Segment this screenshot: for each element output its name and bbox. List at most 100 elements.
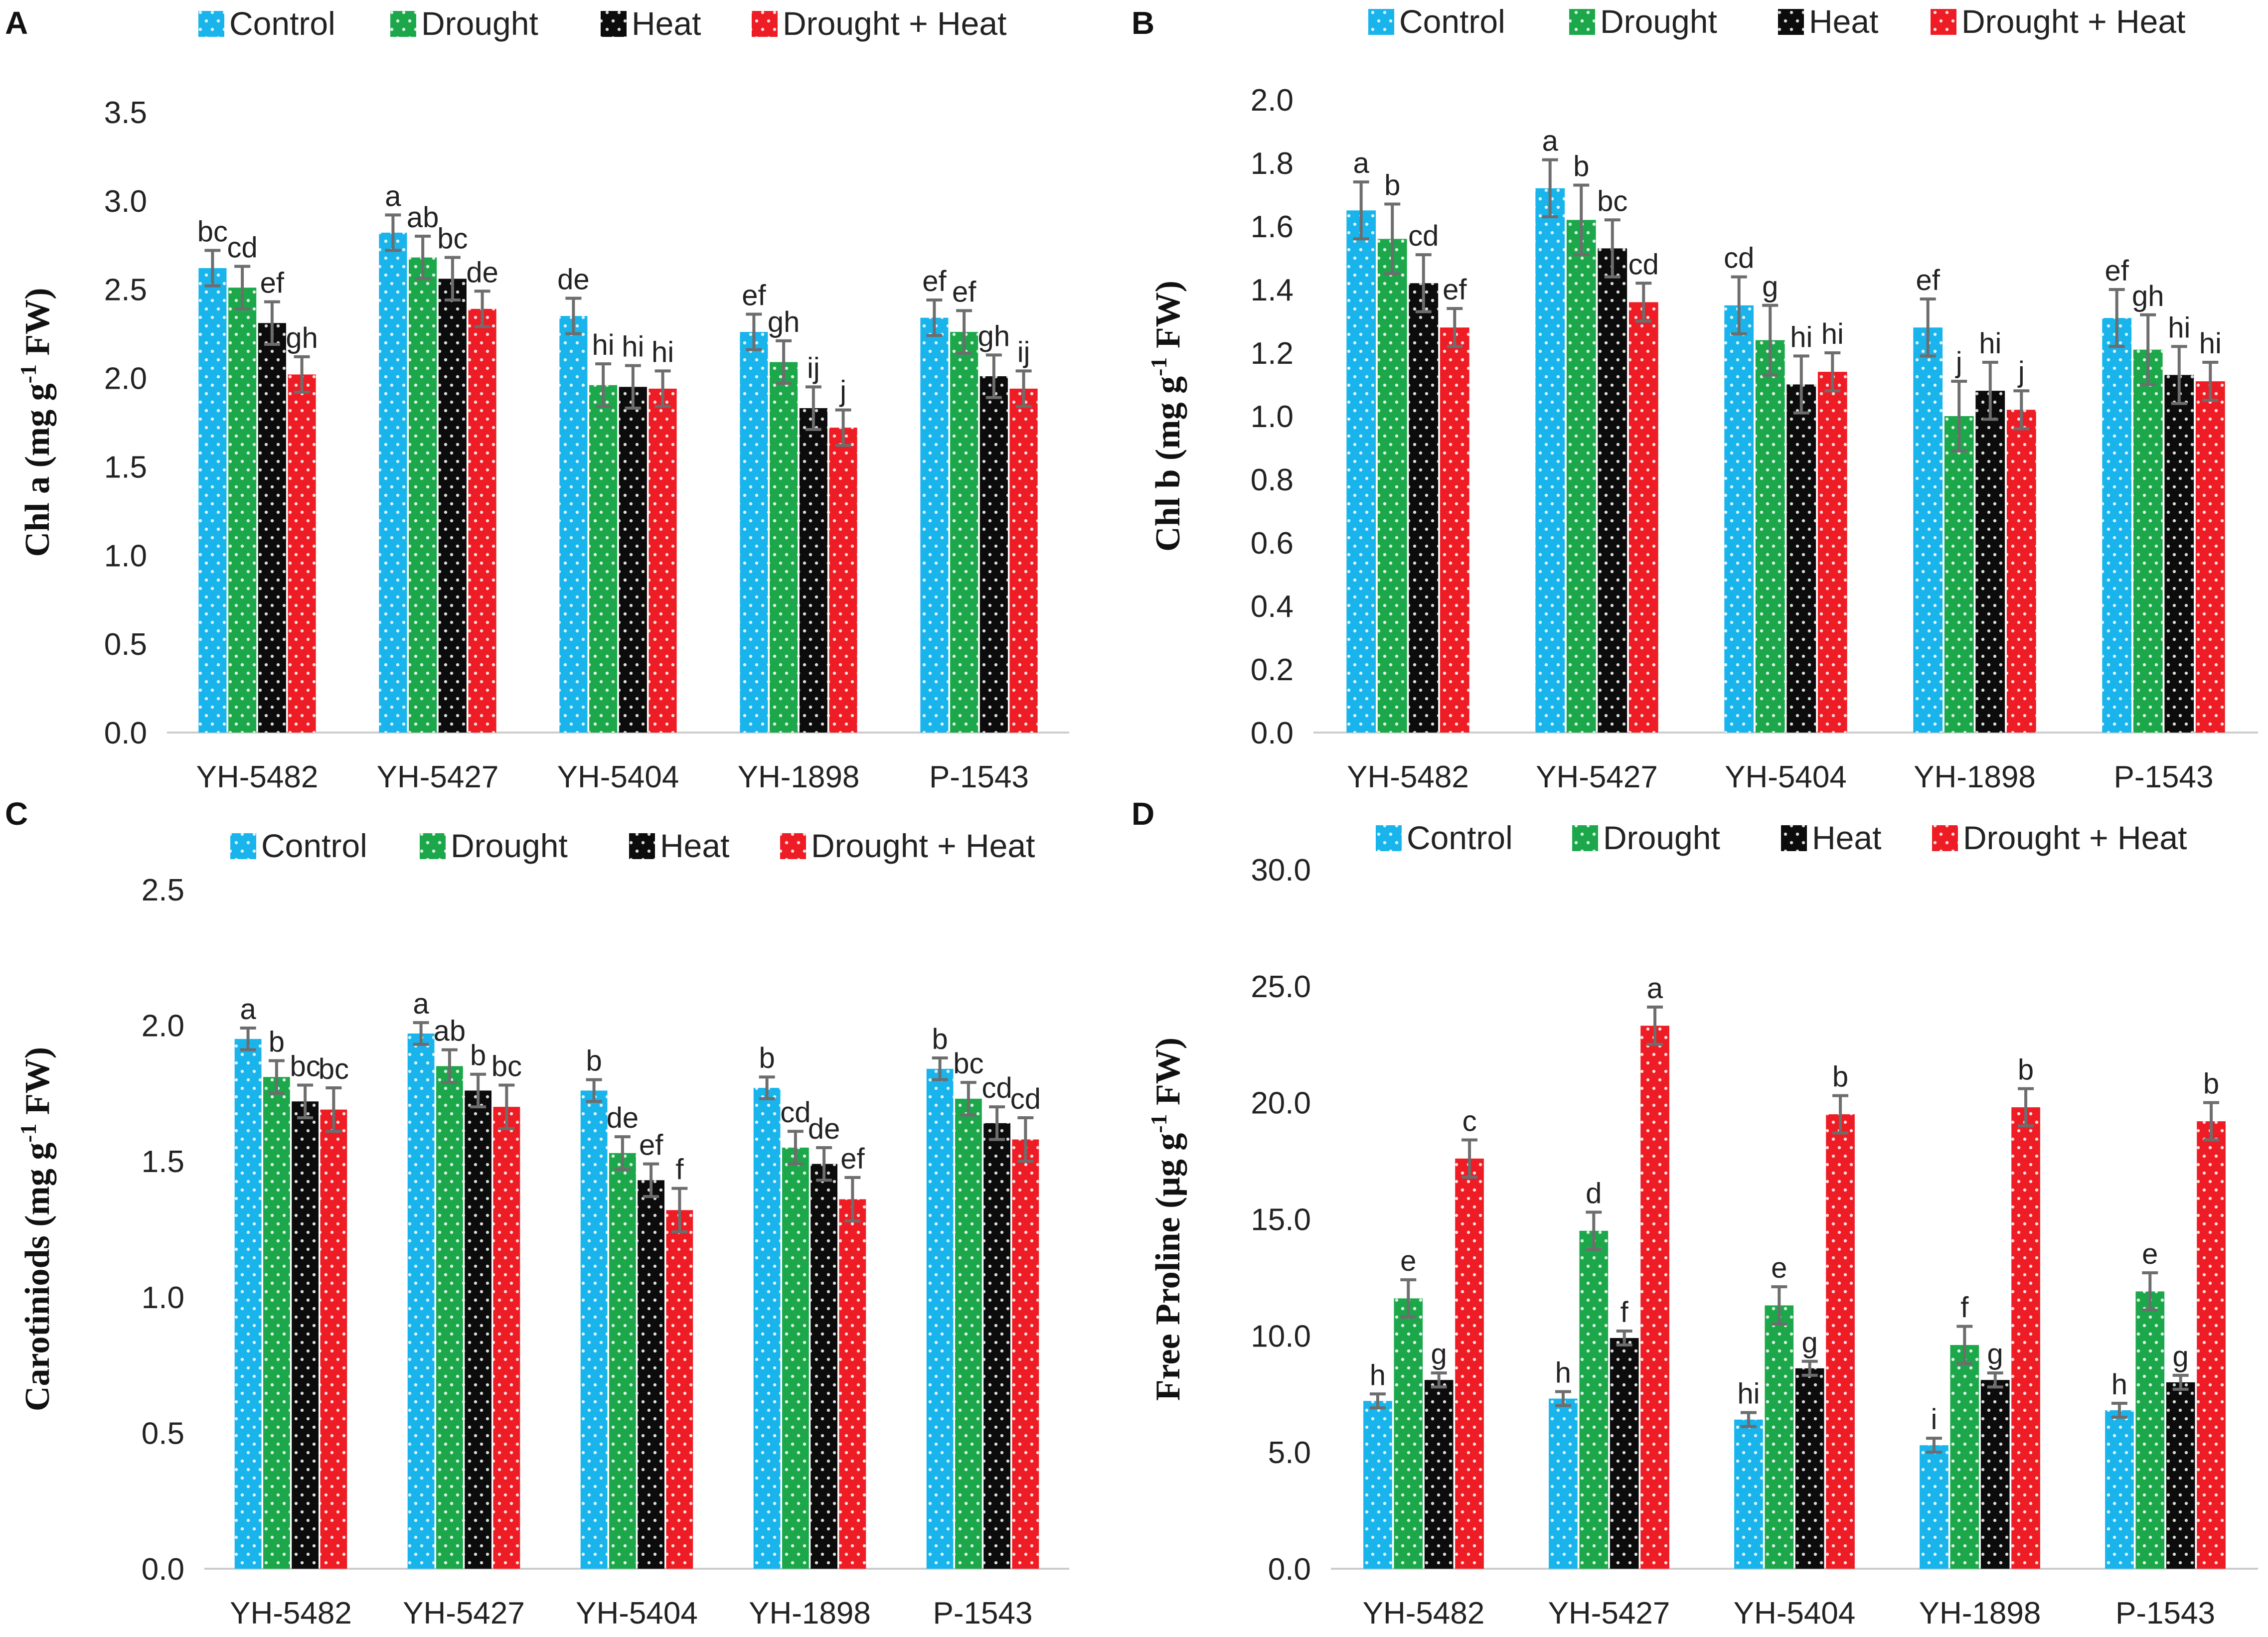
significance-label: a [240, 993, 256, 1026]
legend-item: Heat [629, 827, 729, 864]
x-category-label: YH-5427 [403, 1596, 525, 1631]
significance-label: gh [2132, 280, 2164, 312]
bar-pattern [1610, 1338, 1639, 1569]
significance-label: de [607, 1102, 639, 1134]
significance-label: gh [978, 320, 1010, 352]
y-tick-label: 1.5 [104, 450, 147, 484]
y-tick-label: 0.8 [1251, 463, 1294, 497]
significance-label: g [1762, 271, 1778, 303]
legend-item: Drought [390, 5, 538, 42]
legend-label: Control [1399, 3, 1505, 40]
significance-label: a [385, 180, 401, 212]
significance-label: hi [622, 331, 644, 363]
significance-label: j [1955, 346, 1962, 379]
legend-label: Control [261, 827, 367, 864]
significance-label: a [413, 988, 429, 1020]
y-tick-label: 2.0 [1251, 83, 1294, 118]
y-tick-label: 30.0 [1251, 853, 1311, 888]
significance-label: f [1620, 1296, 1629, 1329]
bar-pattern [1980, 1380, 2010, 1569]
bar-pattern [955, 1098, 982, 1569]
bar-pattern [2105, 1410, 2134, 1569]
x-category-label: YH-5404 [1734, 1596, 1856, 1631]
panel-letter: D [1132, 796, 1154, 832]
bar-pattern [465, 1090, 492, 1569]
significance-label: ij [1017, 336, 1030, 368]
bar-pattern [407, 1033, 435, 1569]
bar-pattern [1826, 1114, 1855, 1569]
bar-pattern [753, 1087, 781, 1569]
significance-label: ef [639, 1129, 663, 1162]
legend-swatch-pattern [1368, 9, 1394, 35]
bar-pattern [1535, 188, 1565, 733]
bar-pattern [1598, 248, 1627, 733]
x-category-label: YH-5404 [557, 760, 679, 794]
significance-label: h [2111, 1368, 2127, 1401]
significance-label: ef [922, 265, 947, 298]
bar-pattern [580, 1090, 608, 1569]
significance-label: a [1542, 125, 1559, 157]
x-category-label: YH-1898 [1914, 760, 2036, 794]
bar-pattern [1009, 388, 1038, 733]
significance-label: b [759, 1042, 775, 1074]
y-tick-label: 2.0 [142, 1009, 184, 1043]
bar-pattern [609, 1153, 636, 1569]
bar-pattern [1394, 1298, 1423, 1569]
x-category-label: YH-5427 [377, 760, 499, 794]
bar-pattern [740, 332, 768, 733]
bar-pattern [926, 1068, 954, 1569]
significance-label: j [839, 375, 846, 408]
significance-label: ij [807, 352, 820, 384]
bar-pattern [1549, 1398, 1578, 1569]
y-axis-label: Chl b (mg g-1 FW) [1146, 281, 1187, 552]
bar-pattern [648, 388, 677, 733]
significance-label: ef [260, 267, 285, 299]
bar-pattern [1913, 327, 1943, 733]
y-tick-label: 3.5 [104, 96, 147, 130]
legend-item: Drought + Heat [752, 5, 1006, 42]
legend-label: Drought + Heat [811, 827, 1035, 864]
legend-item: Heat [1778, 3, 1878, 40]
legend-swatch-pattern [1778, 9, 1804, 35]
significance-label: de [466, 256, 498, 289]
significance-label: bc [1597, 185, 1627, 217]
significance-label: d [1586, 1177, 1602, 1209]
bar-pattern [468, 308, 496, 733]
legend-item: Drought + Heat [1932, 819, 2187, 856]
bar-pattern [2195, 381, 2225, 733]
y-tick-label: 15.0 [1251, 1203, 1311, 1237]
significance-label: g [1802, 1327, 1818, 1359]
x-category-label: YH-5482 [1363, 1596, 1485, 1631]
y-axis-label: Carotiniods (mg g-1 FW) [15, 1047, 57, 1411]
significance-label: bc [953, 1047, 983, 1080]
legend-label: Heat [632, 5, 701, 42]
legend-swatch-pattern [1572, 825, 1598, 851]
legend-label: Drought [451, 827, 568, 864]
bar-pattern [409, 257, 437, 733]
legend-swatch-pattern [420, 833, 446, 859]
y-tick-label: 1.4 [1251, 273, 1294, 307]
y-tick-label: 20.0 [1251, 1086, 1311, 1121]
y-tick-label: 1.0 [104, 539, 147, 573]
bar-pattern [1724, 305, 1754, 733]
bar-pattern [1786, 384, 1816, 733]
bar-pattern [2197, 1121, 2226, 1569]
legend-label: Control [1407, 819, 1513, 856]
y-tick-label: 0.0 [1251, 716, 1294, 750]
significance-label: ab [434, 1015, 466, 1047]
bar-pattern [234, 1039, 262, 1569]
y-tick-label: 1.5 [142, 1145, 184, 1179]
x-category-label: YH-5404 [576, 1596, 698, 1631]
significance-label: ef [1916, 264, 1941, 297]
legend-swatch-pattern [752, 11, 778, 37]
y-tick-label: 1.0 [1251, 400, 1294, 434]
bar-pattern [1755, 340, 1785, 733]
legend-swatch-pattern [1569, 9, 1595, 35]
significance-label: g [2173, 1340, 2189, 1373]
x-category-label: YH-5482 [230, 1596, 352, 1631]
significance-label: hi [1737, 1378, 1760, 1410]
significance-label: cd [1408, 220, 1439, 252]
significance-label: bc [491, 1050, 522, 1083]
legend-item: Control [1368, 3, 1505, 40]
x-category-label: YH-1898 [749, 1596, 871, 1631]
